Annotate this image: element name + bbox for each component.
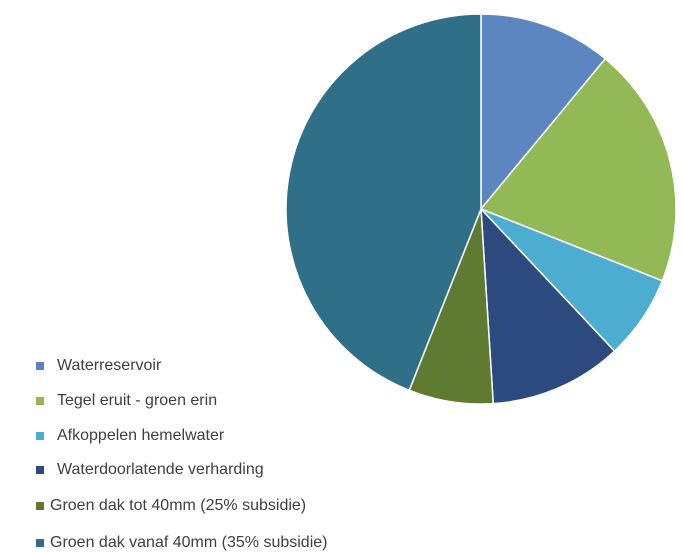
legend-swatch [36, 539, 44, 547]
legend-swatch [36, 397, 44, 405]
legend-label: Waterreservoir [57, 357, 162, 374]
legend-label: Tegel eruit - groen erin [57, 392, 217, 409]
legend-label: Groen dak vanaf 40mm (35% subsidie) [50, 534, 327, 551]
legend-swatch [36, 432, 44, 440]
legend-label: Afkoppelen hemelwater [57, 427, 225, 444]
legend-swatch [36, 502, 44, 510]
pie-slice [480, 206, 616, 405]
pie-slice [480, 13, 607, 212]
legend-swatch [36, 466, 44, 474]
legend-swatch [36, 362, 44, 370]
legend-label: Groen dak tot 40mm (25% subsidie) [50, 497, 306, 514]
pie-slice [479, 57, 677, 282]
legend-label: Waterdoorlatende verharding [57, 461, 264, 478]
pie-slice [285, 13, 482, 392]
